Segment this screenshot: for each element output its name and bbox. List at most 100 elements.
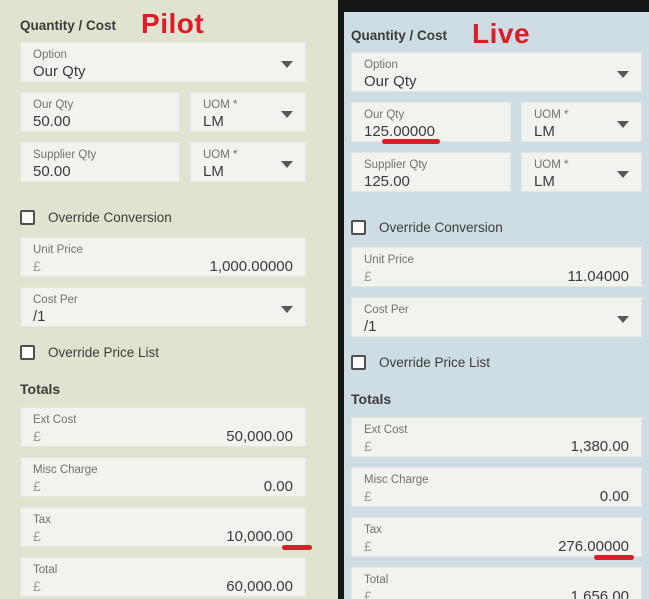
checkbox-label: Override Conversion [379,220,503,235]
currency-symbol: £ [364,268,372,284]
total-field[interactable]: Total £ 1,656.00 [351,567,642,599]
our-uom-select[interactable]: UOM * LM [521,102,642,142]
cost-per-select[interactable]: Cost Per /1 [351,297,642,337]
field-label: Option [364,59,398,71]
checkbox-label: Override Price List [379,355,491,370]
our-qty-row: Our Qty 125.00000 UOM * LM [351,102,642,152]
currency-symbol: £ [364,588,372,599]
field-label: UOM * [534,109,569,121]
field-value: LM [203,113,224,130]
field-value: /1 [364,318,377,335]
panel-live: Quantity / Cost Live Option Our Qty Our … [338,0,649,599]
currency-symbol: £ [33,478,41,494]
field-label: Cost Per [364,304,409,316]
page-title: Quantity / Cost [20,18,117,33]
option-select[interactable]: Option Our Qty [351,52,642,92]
highlight-underline [594,555,634,560]
tax-field[interactable]: Tax £ 276.00000 [351,517,642,560]
our-uom-select[interactable]: UOM * LM [190,92,306,132]
chevron-down-icon [281,306,293,313]
override-price-list-row: Override Price List [351,353,642,372]
override-price-list-checkbox[interactable] [351,355,366,370]
field-value: 0.00 [599,488,629,505]
misc-charge-field[interactable]: Misc Charge £ 0.00 [351,467,642,507]
field-label: Supplier Qty [33,149,97,161]
field-label: Misc Charge [364,474,429,486]
field-value: 1,000.00000 [209,258,293,275]
supplier-uom-select[interactable]: UOM * LM [190,142,306,182]
unit-price-field[interactable]: Unit Price £ 11.04000 [351,247,642,287]
field-label: Unit Price [33,244,83,256]
field-value: 1,380.00 [570,438,629,455]
field-value: 125.00000 [364,123,435,140]
ext-cost-field[interactable]: Ext Cost £ 50,000.00 [20,407,306,447]
override-conversion-row: Override Conversion [351,218,642,237]
tax-field[interactable]: Tax £ 10,000.00 [20,507,312,550]
chevron-down-icon [281,61,293,68]
total-field[interactable]: Total £ 60,000.00 [20,557,306,597]
chevron-down-icon [617,71,629,78]
field-label: Ext Cost [33,414,77,426]
top-bar [344,0,649,12]
supplier-qty-field[interactable]: Supplier Qty 50.00 [20,142,180,182]
field-value: 125.00 [364,173,410,190]
currency-symbol: £ [33,428,41,444]
field-value: 1,656.00 [570,588,629,599]
field-value: 60,000.00 [226,578,293,595]
field-label: Misc Charge [33,464,98,476]
supplier-uom-select[interactable]: UOM * LM [521,152,642,192]
field-value: /1 [33,308,46,325]
field-value: LM [534,173,555,190]
chevron-down-icon [617,121,629,128]
cost-per-select[interactable]: Cost Per /1 [20,287,306,327]
field-value: LM [534,123,555,140]
chevron-down-icon [281,161,293,168]
override-price-list-checkbox[interactable] [20,345,35,360]
checkbox-label: Override Price List [48,345,160,360]
misc-charge-field[interactable]: Misc Charge £ 0.00 [20,457,306,497]
chevron-down-icon [617,316,629,323]
override-conversion-checkbox[interactable] [20,210,35,225]
field-label: Our Qty [364,109,405,121]
field-label: Total [364,574,389,586]
our-qty-field[interactable]: Our Qty 125.00000 [351,102,511,144]
field-label: UOM * [534,159,569,171]
currency-symbol: £ [364,438,372,454]
field-value: Our Qty [364,73,417,90]
totals-heading: Totals [20,381,61,397]
field-value: 10,000.00 [226,528,293,545]
field-value: 0.00 [263,478,293,495]
field-label: Tax [364,524,382,536]
panel-header: Quantity / Cost Pilot [20,8,306,39]
live-annotation-tag: Live [472,18,531,49]
highlight-underline [282,545,312,550]
field-label: Unit Price [364,254,414,266]
option-select[interactable]: Option Our Qty [20,42,306,82]
chevron-down-icon [617,171,629,178]
field-label: Cost Per [33,294,78,306]
field-label: Total [33,564,58,576]
supplier-qty-field[interactable]: Supplier Qty 125.00 [351,152,511,192]
override-conversion-row: Override Conversion [20,208,306,227]
field-label: UOM * [203,99,238,111]
highlight-underline [382,139,440,144]
our-qty-field[interactable]: Our Qty 50.00 [20,92,180,132]
currency-symbol: £ [364,538,372,554]
override-price-list-row: Override Price List [20,343,306,362]
panel-header: Quantity / Cost Live [351,18,642,49]
supplier-qty-row: Supplier Qty 125.00 UOM * LM [351,152,642,202]
field-value: 276.00000 [558,538,629,555]
ext-cost-field[interactable]: Ext Cost £ 1,380.00 [351,417,642,457]
checkbox-label: Override Conversion [48,210,172,225]
pilot-annotation-tag: Pilot [141,8,205,39]
currency-symbol: £ [364,488,372,504]
field-value: 50,000.00 [226,428,293,445]
page-title: Quantity / Cost [351,28,448,43]
currency-symbol: £ [33,578,41,594]
field-value: 50.00 [33,163,71,180]
field-label: Option [33,49,67,61]
unit-price-field[interactable]: Unit Price £ 1,000.00000 [20,237,306,277]
currency-symbol: £ [33,258,41,274]
override-conversion-checkbox[interactable] [351,220,366,235]
